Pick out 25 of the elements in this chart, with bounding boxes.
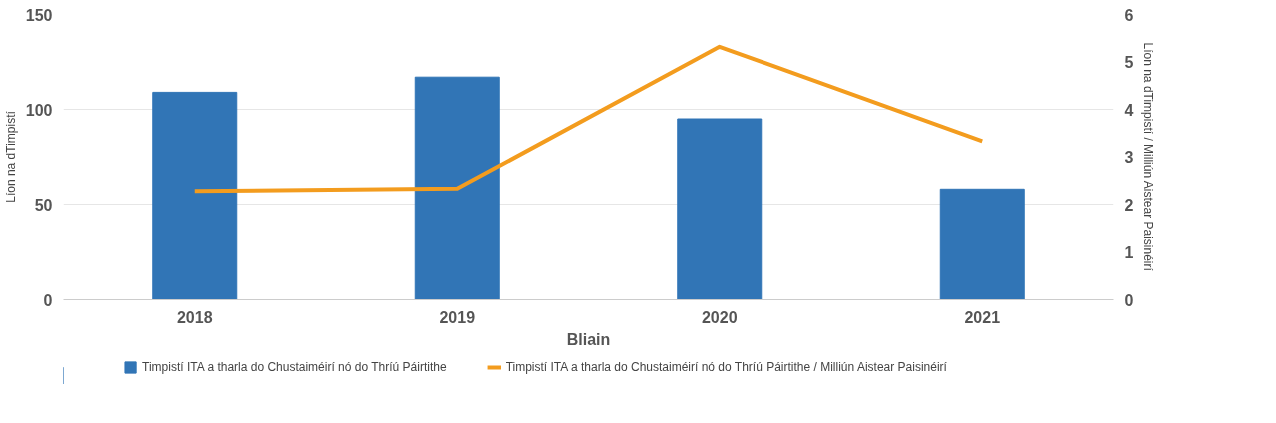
- x-tick-label: 2021: [964, 308, 1001, 326]
- y2-tick-label: 6: [1124, 6, 1134, 24]
- y-tick-label: 50: [34, 196, 53, 214]
- x-tick-label: 2019: [439, 308, 476, 326]
- y2-tick-label: 1: [1124, 244, 1134, 261]
- y2-tick-label: 5: [1124, 54, 1134, 71]
- legend-label: Timpistí ITA a tharla do Chustaiméirí nó do Thríú Páirtithe: [142, 360, 447, 374]
- legend-label: Timpistí ITA a tharla do Chustaiméirí nó do Thríú Páirtithe / Milliún Aistear Paisinéirí: [505, 360, 947, 374]
- line-series: [192, 44, 985, 194]
- bar: [939, 188, 1025, 300]
- y-tick-label: 0: [43, 291, 53, 309]
- bar: [677, 118, 763, 300]
- x-tick-label: 2018: [176, 308, 213, 326]
- y2-axis-title: Líon na dTimpistí / Milliún Aistear Paisinéirí: [1141, 42, 1156, 272]
- y-tick-label: 100: [25, 101, 53, 119]
- y2-tick-label: 2: [1124, 196, 1134, 214]
- y-tick-label: 150: [25, 6, 53, 24]
- y2-tick-label: 3: [1124, 149, 1134, 166]
- y2-tick-label: 0: [1124, 291, 1134, 309]
- bar: [414, 76, 500, 300]
- y2-tick-label: 4: [1124, 101, 1134, 119]
- x-axis-title: Bliain: [566, 330, 611, 348]
- y-axis-title: Líon na dTimpistí: [3, 110, 18, 203]
- x-tick-label: 2020: [701, 308, 738, 326]
- bar: [152, 91, 238, 300]
